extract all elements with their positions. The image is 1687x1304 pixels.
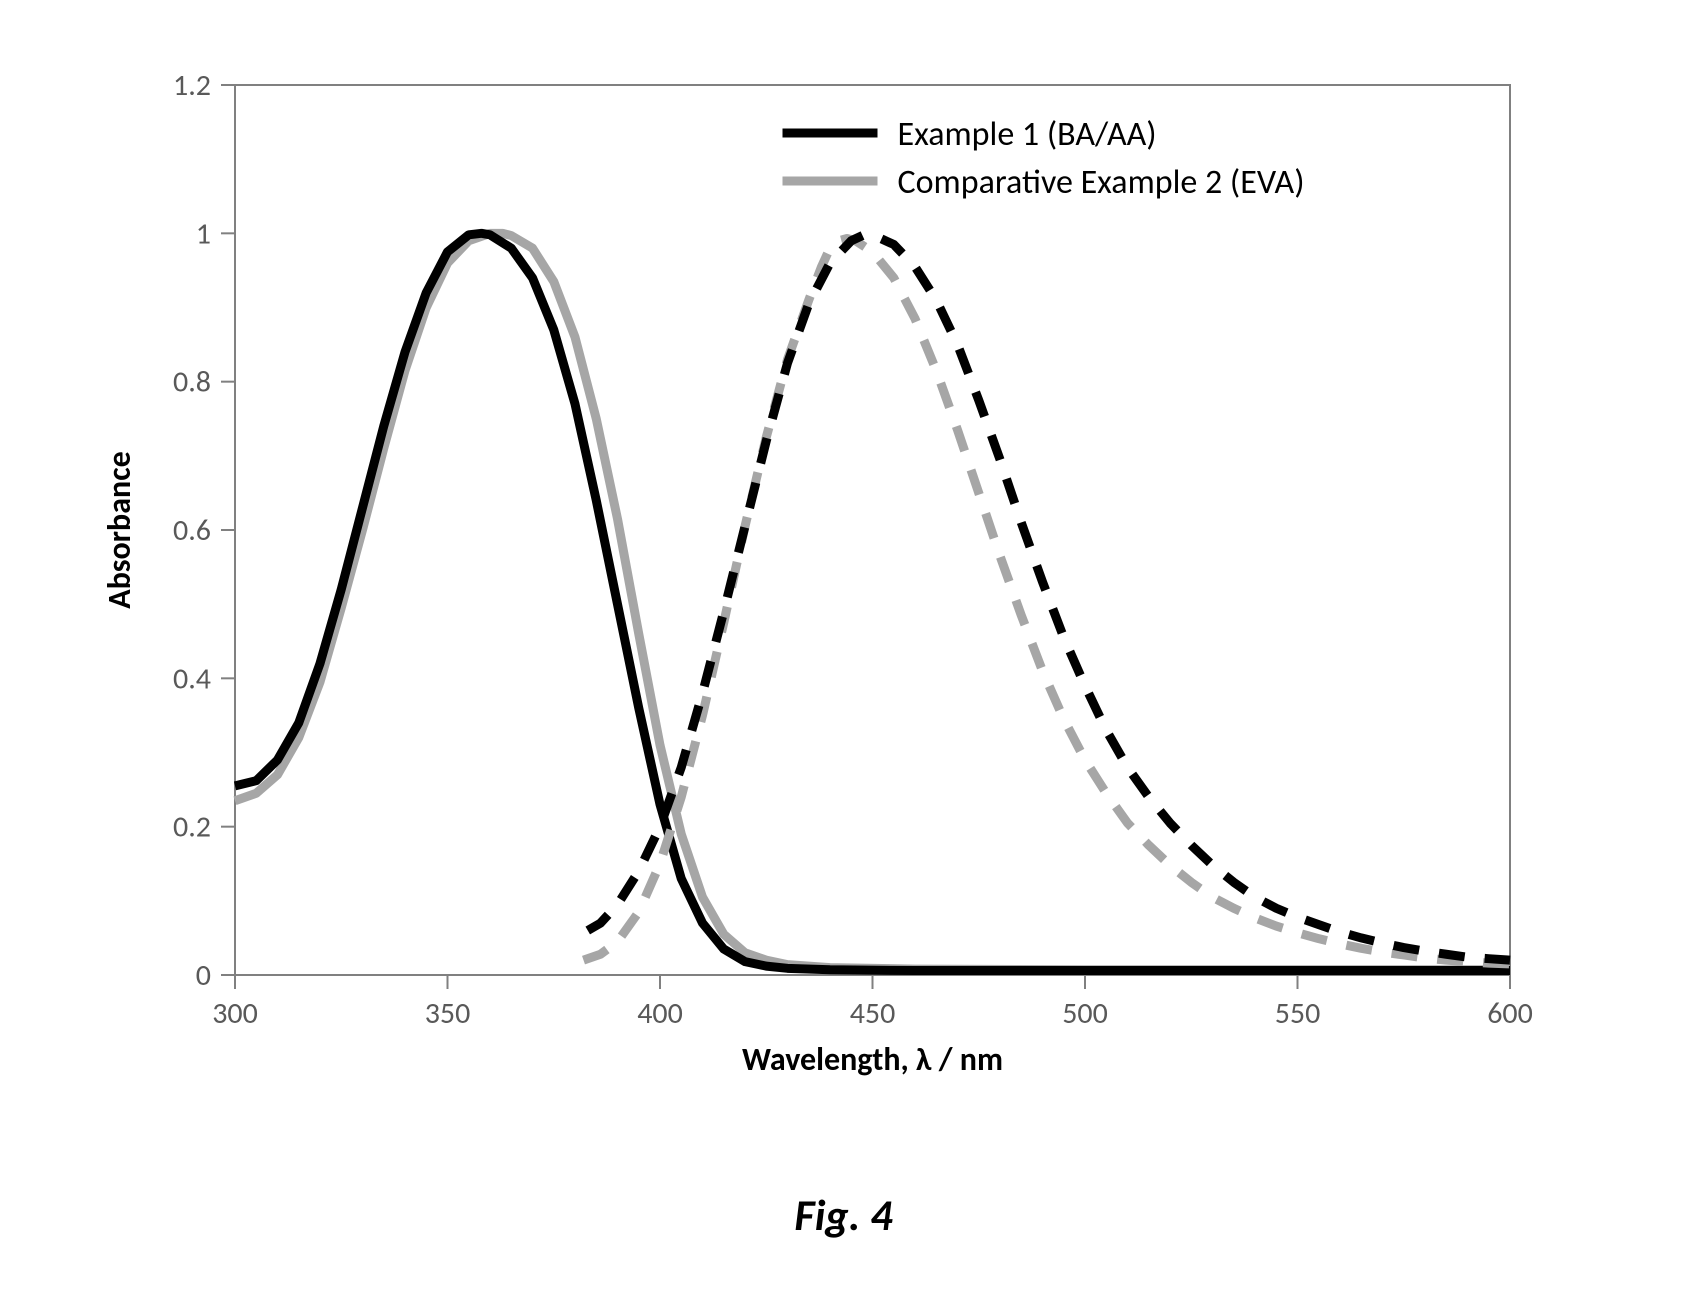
figure-caption: Fig. 4 <box>794 1188 893 1242</box>
series-ex1_solid <box>235 233 1510 970</box>
y-tick-label: 0.6 <box>173 512 211 549</box>
y-tick-label: 0 <box>196 957 211 994</box>
x-tick-label: 600 <box>1487 995 1533 1032</box>
y-axis-title: Absorbance <box>100 451 139 608</box>
x-tick-label: 400 <box>637 995 683 1032</box>
x-axis-title: Wavelength, λ / nm <box>742 1040 1003 1079</box>
series-ex2_solid <box>235 233 1510 969</box>
legend-label: Comparative Example 2 (EVA) <box>898 162 1305 203</box>
y-tick-label: 0.8 <box>173 364 211 401</box>
y-tick-label: 1 <box>196 215 211 252</box>
absorbance-chart: 300 350 400 450 500 550 600 0 0.2 0.4 0.6 0.8 1 1.2 Wa… <box>0 0 1687 1304</box>
y-tick-label: 0.2 <box>173 809 211 846</box>
plot-frame <box>235 85 1510 975</box>
x-tick-label: 450 <box>850 995 896 1032</box>
y-tick-label: 1.2 <box>173 67 211 104</box>
series-ex1_dashed <box>588 235 1510 960</box>
x-tick-label: 550 <box>1275 995 1321 1032</box>
y-tick-label: 0.4 <box>173 660 211 697</box>
legend-label: Example 1 (BA/AA) <box>898 114 1157 155</box>
x-tick-label: 300 <box>212 995 258 1032</box>
x-tick-label: 500 <box>1062 995 1108 1032</box>
x-tick-label: 350 <box>425 995 471 1032</box>
series-ex2_dashed <box>584 239 1511 964</box>
